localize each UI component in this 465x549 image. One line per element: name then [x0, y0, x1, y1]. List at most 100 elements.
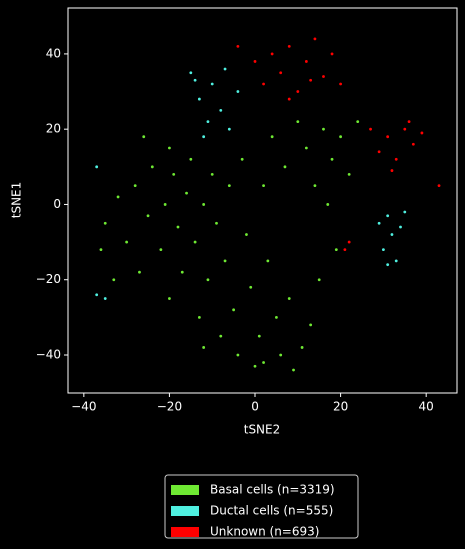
point [437, 184, 441, 188]
point [202, 135, 206, 139]
point [270, 135, 274, 139]
point [253, 60, 257, 63]
plot-frame [67, 7, 458, 394]
point [172, 172, 176, 176]
point [142, 135, 146, 139]
point [202, 346, 206, 349]
x-tick-label: 0 [251, 400, 259, 414]
point [262, 361, 265, 364]
point [322, 127, 325, 131]
point [245, 233, 248, 236]
legend-box [164, 474, 359, 539]
point [313, 37, 317, 41]
legend-swatch [171, 527, 199, 537]
point [386, 214, 390, 218]
point [403, 127, 407, 131]
point [369, 127, 372, 131]
point [176, 225, 180, 229]
point [347, 240, 351, 244]
point [330, 157, 334, 161]
point [347, 172, 351, 176]
point [227, 127, 231, 131]
point [381, 248, 385, 252]
x-tick-label: −20 [157, 400, 182, 414]
point [287, 297, 291, 300]
point [309, 78, 313, 82]
point [150, 165, 154, 169]
point [407, 120, 411, 124]
point [275, 315, 278, 319]
x-axis-label: tSNE2 [244, 423, 281, 437]
point [292, 368, 295, 372]
y-tick-label: 0 [53, 197, 61, 211]
point [420, 131, 424, 135]
point [386, 263, 390, 267]
point [403, 210, 407, 214]
y-tick-label: −40 [36, 347, 61, 361]
point [300, 346, 304, 349]
point [322, 75, 325, 78]
point [411, 142, 415, 146]
point [236, 90, 240, 93]
legend-swatch [171, 485, 199, 495]
point [339, 82, 342, 86]
point [304, 60, 308, 63]
point [377, 221, 381, 225]
point [296, 90, 300, 93]
point [99, 248, 103, 252]
point [253, 364, 257, 368]
y-tick-label: 40 [46, 46, 61, 60]
y-tick-label: −20 [36, 272, 61, 286]
x-tick-label: 40 [419, 400, 434, 414]
point [227, 184, 231, 188]
point [219, 108, 223, 112]
point [193, 78, 197, 82]
point [159, 248, 163, 252]
point [193, 240, 197, 244]
point [180, 270, 184, 274]
point [168, 297, 171, 300]
point [133, 184, 137, 188]
point [197, 97, 201, 101]
legend-label: Basal cells (n=3319) [210, 483, 335, 497]
point [232, 308, 236, 312]
point [215, 221, 218, 225]
point [390, 169, 394, 172]
point [223, 259, 227, 263]
point [112, 278, 116, 282]
point [287, 97, 291, 101]
point [394, 157, 398, 161]
point [326, 203, 330, 206]
x-tick-label: 20 [333, 400, 348, 414]
point [219, 334, 223, 338]
point [313, 184, 317, 188]
point [223, 67, 227, 71]
point [390, 233, 394, 236]
legend-label: Unknown (n=693) [210, 525, 319, 539]
point [296, 120, 300, 124]
point [262, 82, 265, 86]
point [125, 240, 129, 244]
point [202, 203, 206, 206]
y-axis-label: tSNE1 [10, 182, 24, 219]
point [266, 259, 270, 263]
point [283, 165, 287, 169]
point [356, 120, 360, 124]
point [146, 214, 150, 218]
point [339, 135, 342, 139]
point [257, 334, 261, 338]
y-tick-label: 20 [46, 122, 61, 136]
point [185, 191, 188, 195]
point [386, 135, 390, 139]
point [249, 285, 253, 289]
point [287, 44, 291, 48]
point [279, 71, 283, 75]
point [163, 203, 167, 206]
point [103, 221, 107, 225]
point [210, 172, 214, 176]
point [206, 120, 210, 124]
point [270, 52, 274, 56]
legend-label: Ductal cells (n=555) [210, 504, 333, 518]
